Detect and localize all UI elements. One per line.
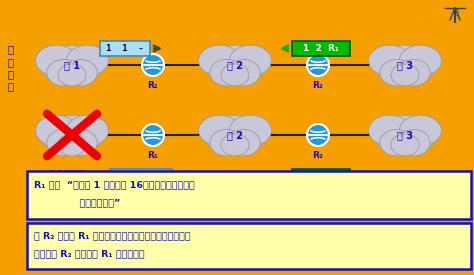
Text: 因为这时 R₂ 并不知道 R₁ 出了故障。: 因为这时 R₂ 并不知道 R₁ 出了故障。: [34, 249, 145, 258]
Text: 网 2: 网 2: [227, 130, 243, 140]
Text: 网 3: 网 3: [397, 60, 413, 70]
Text: 1  16  -: 1 16 -: [119, 172, 163, 181]
Ellipse shape: [369, 45, 410, 76]
Text: 但 R₂ 在收到 R₁ 的更新报文之前，还发送原来的报文，: 但 R₂ 在收到 R₁ 的更新报文之前，还发送原来的报文，: [34, 232, 191, 241]
Text: R₂: R₂: [312, 81, 323, 90]
Ellipse shape: [58, 64, 86, 86]
Circle shape: [142, 124, 164, 146]
Ellipse shape: [227, 130, 260, 156]
Text: 1  2  R₁: 1 2 R₁: [303, 44, 339, 53]
Ellipse shape: [374, 115, 436, 155]
FancyBboxPatch shape: [292, 169, 350, 184]
FancyBboxPatch shape: [27, 223, 471, 269]
Ellipse shape: [64, 130, 97, 156]
Text: 是直接交付。”: 是直接交付。”: [34, 199, 120, 208]
Text: ⬛: ⬛: [455, 9, 459, 15]
Ellipse shape: [400, 45, 441, 76]
Ellipse shape: [400, 115, 441, 146]
Ellipse shape: [397, 59, 430, 86]
Ellipse shape: [47, 59, 81, 86]
Circle shape: [142, 54, 164, 76]
FancyBboxPatch shape: [110, 169, 172, 184]
Ellipse shape: [36, 115, 78, 146]
Ellipse shape: [229, 45, 272, 76]
Ellipse shape: [66, 115, 109, 146]
Ellipse shape: [380, 130, 413, 156]
Text: 网 1出了故障: 网 1出了故障: [49, 169, 85, 178]
Ellipse shape: [227, 59, 260, 86]
Text: 1  1  -: 1 1 -: [106, 44, 144, 53]
Circle shape: [307, 54, 329, 76]
Ellipse shape: [199, 115, 241, 146]
Ellipse shape: [391, 134, 419, 156]
Ellipse shape: [397, 130, 430, 156]
Ellipse shape: [41, 45, 103, 85]
Text: R₂: R₂: [312, 151, 323, 160]
FancyBboxPatch shape: [292, 41, 350, 56]
Text: 网 2: 网 2: [227, 60, 243, 70]
Ellipse shape: [204, 45, 266, 85]
Text: 正
常
情
况: 正 常 情 况: [8, 44, 14, 92]
Text: 网 1: 网 1: [64, 60, 80, 70]
Text: 1  2  R₁: 1 2 R₁: [303, 172, 339, 181]
Ellipse shape: [210, 130, 244, 156]
Ellipse shape: [204, 115, 266, 155]
Ellipse shape: [199, 45, 241, 76]
Text: R₁: R₁: [147, 151, 158, 160]
Ellipse shape: [391, 64, 419, 86]
Ellipse shape: [210, 59, 244, 86]
Ellipse shape: [221, 134, 249, 156]
Text: 网 3: 网 3: [397, 130, 413, 140]
Ellipse shape: [369, 115, 410, 146]
Ellipse shape: [36, 45, 78, 76]
Text: R₁ 说：  “我到网 1 的距离是 16（表示无法到达），: R₁ 说： “我到网 1 的距离是 16（表示无法到达），: [34, 180, 195, 189]
Ellipse shape: [58, 134, 86, 156]
Ellipse shape: [64, 59, 97, 86]
Ellipse shape: [229, 115, 272, 146]
Ellipse shape: [41, 115, 103, 155]
Ellipse shape: [66, 45, 109, 76]
Ellipse shape: [221, 64, 249, 86]
FancyBboxPatch shape: [27, 171, 471, 219]
Circle shape: [307, 124, 329, 146]
Ellipse shape: [374, 45, 436, 85]
Ellipse shape: [380, 59, 413, 86]
FancyBboxPatch shape: [100, 41, 150, 56]
Text: R₁: R₁: [147, 81, 158, 90]
Ellipse shape: [47, 130, 81, 156]
